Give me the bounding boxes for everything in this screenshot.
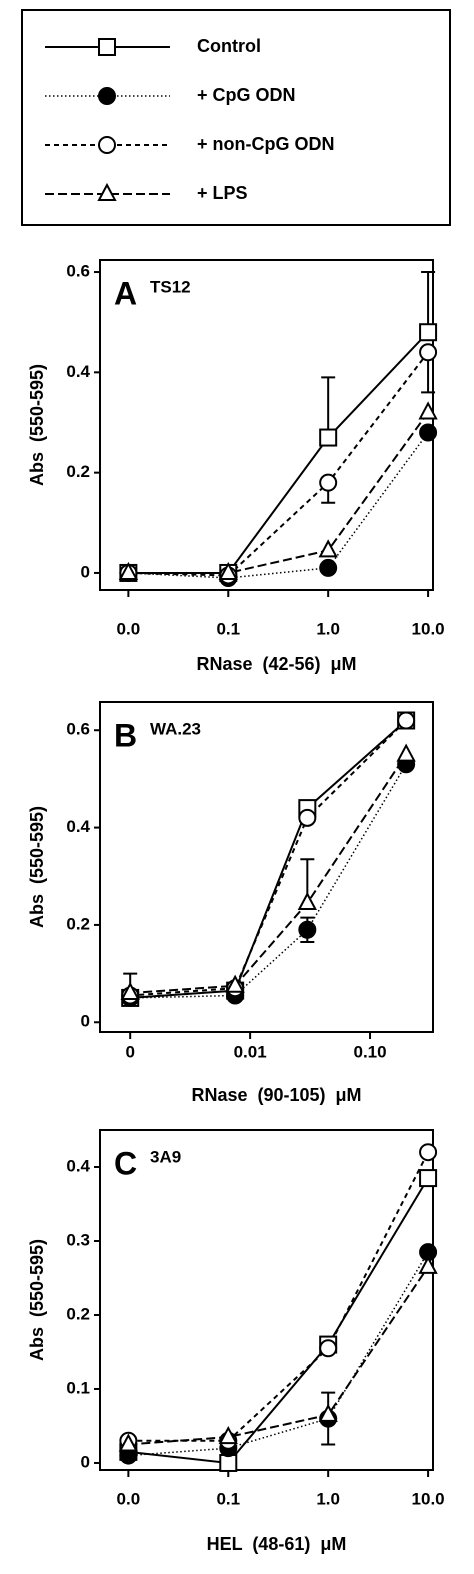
x-tick-label: 10.0: [412, 619, 445, 638]
marker: [418, 401, 438, 420]
y-tick-label: 0.2: [66, 1304, 90, 1323]
y-tick-label: 0.2: [66, 914, 90, 933]
series-line: [130, 754, 407, 995]
panel-subtitle: 3A9: [150, 1147, 181, 1166]
plot-frame: [99, 701, 434, 1033]
x-tick-label: 0.01: [234, 1042, 267, 1061]
legend-label: + LPS: [197, 183, 248, 203]
marker: [418, 1255, 438, 1274]
marker: [218, 1425, 238, 1445]
marker: [219, 1453, 238, 1472]
series-line: [128, 331, 429, 574]
marker: [419, 423, 438, 442]
panel-subtitle: WA.23: [150, 719, 201, 738]
series-line: [128, 1266, 429, 1446]
marker: [297, 891, 317, 911]
error-bar: [321, 376, 336, 438]
legend-label: + CpG ODN: [197, 85, 296, 105]
x-axis-label: RNase (42-56) μM: [196, 654, 356, 674]
x-tick-label: 1.0: [316, 1489, 340, 1508]
y-axis-label: Abs (550-595): [27, 1239, 47, 1361]
y-tick-label: 0: [81, 562, 90, 581]
x-tick-label: 1.0: [316, 619, 340, 638]
marker: [419, 343, 438, 362]
marker: [319, 428, 338, 447]
y-axis-label: Abs (550-595): [27, 364, 47, 486]
y-tick-label: 0.1: [66, 1378, 90, 1397]
marker: [419, 1143, 438, 1162]
x-tick-label: 0.1: [216, 1489, 240, 1508]
marker: [319, 558, 338, 577]
marker: [298, 920, 317, 939]
marker: [318, 1403, 338, 1422]
y-tick-label: 0.6: [66, 262, 90, 281]
x-tick-label: 0: [125, 1042, 134, 1061]
series-line: [128, 411, 429, 574]
x-tick-label: 0.0: [117, 619, 141, 638]
marker: [318, 539, 338, 558]
y-tick-label: 0.4: [66, 362, 90, 381]
series-line: [128, 432, 429, 579]
legend-box: [21, 9, 451, 226]
panel-letter: C: [114, 1145, 137, 1181]
error-bar: [421, 271, 436, 333]
x-tick-label: 0.0: [117, 1489, 141, 1508]
plot-frame: [99, 1129, 434, 1471]
marker: [118, 1433, 139, 1452]
legend-marker: [98, 136, 116, 154]
x-axis-label: HEL (48-61) μM: [207, 1534, 347, 1554]
legend-marker: [97, 182, 117, 201]
y-tick-label: 0: [81, 1012, 90, 1031]
legend-label: + non-CpG ODN: [197, 134, 335, 154]
marker: [225, 974, 245, 993]
series-line: [128, 1177, 429, 1465]
marker: [218, 561, 238, 580]
series-line: [128, 351, 429, 577]
marker: [120, 981, 140, 1001]
marker: [298, 808, 317, 827]
marker: [419, 1169, 438, 1188]
legend-label: Control: [197, 36, 261, 56]
marker: [397, 711, 416, 730]
y-tick-label: 0.2: [66, 462, 90, 481]
y-tick-label: 0: [81, 1452, 90, 1471]
series-line: [130, 763, 407, 999]
marker: [319, 473, 338, 492]
y-tick-label: 0.6: [66, 720, 90, 739]
marker: [419, 323, 438, 342]
panel-subtitle: TS12: [150, 277, 191, 296]
y-axis-label: Abs (550-595): [27, 806, 47, 928]
marker: [118, 561, 139, 580]
legend-marker: [98, 38, 116, 56]
x-tick-label: 10.0: [412, 1489, 445, 1508]
y-tick-label: 0.4: [66, 817, 90, 836]
y-tick-label: 0.4: [66, 1156, 90, 1175]
panel-letter: B: [114, 717, 137, 753]
legend-marker: [98, 87, 116, 105]
series-line: [128, 1151, 429, 1442]
marker: [319, 1339, 338, 1358]
y-tick-label: 0.3: [66, 1230, 90, 1249]
x-tick-label: 0.1: [216, 619, 240, 638]
x-tick-label: 0.10: [353, 1042, 386, 1061]
plot-frame: [99, 259, 434, 591]
x-axis-label: RNase (90-105) μM: [191, 1085, 361, 1105]
marker: [396, 743, 416, 762]
series-line: [130, 719, 407, 999]
panel-letter: A: [114, 275, 137, 311]
series-line: [128, 1251, 429, 1457]
series-line: [130, 719, 407, 997]
